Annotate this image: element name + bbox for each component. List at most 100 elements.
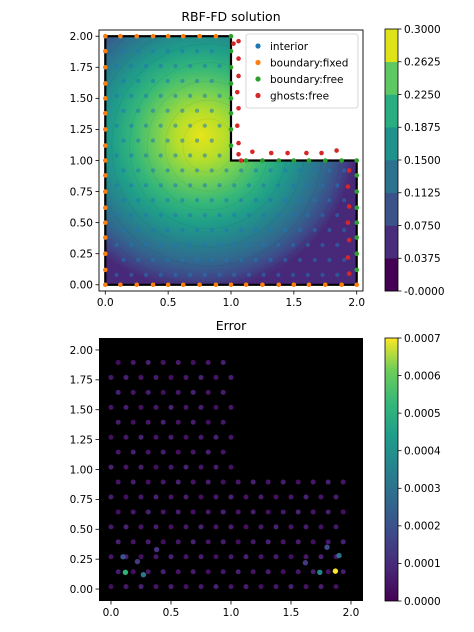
interior-point <box>143 93 149 98</box>
error-point <box>130 479 136 485</box>
error-point <box>183 434 189 440</box>
boundary-free-point <box>354 235 360 240</box>
solution-legend: interior boundary:fixed boundary:free ghost… <box>245 33 359 109</box>
interior-point <box>114 242 119 248</box>
interior-point <box>129 153 134 158</box>
interior-point <box>209 138 214 143</box>
error-point <box>115 539 121 545</box>
y-tick-label: 1.50 <box>70 405 93 417</box>
interior-point <box>253 257 258 263</box>
boundary-fixed-point <box>102 205 108 211</box>
interior-point <box>188 123 193 128</box>
boundary-free-point <box>306 158 312 163</box>
solution-panel: RBF-FD solution 0.0 0.5 1.0 1.5 2.0 0.00 0.25… <box>70 9 445 309</box>
interior-point <box>320 213 325 218</box>
interior-point <box>173 242 178 248</box>
error-point <box>198 464 204 470</box>
boundary-fixed-point <box>276 282 282 288</box>
colorbar-tick-label: 0.1125 <box>404 188 441 200</box>
interior-point <box>173 63 178 69</box>
boundary-fixed-point <box>339 282 344 288</box>
y-tick-label: 1.75 <box>70 62 93 74</box>
error-point <box>280 479 286 485</box>
boundary-fixed-point <box>150 282 156 288</box>
interior-point <box>276 272 281 277</box>
y-tick-label: 0.75 <box>70 186 93 198</box>
error-point <box>340 569 346 575</box>
interior-point <box>173 213 178 218</box>
boundary-fixed-point <box>102 173 108 178</box>
error-point <box>190 539 196 545</box>
error-point <box>265 509 271 515</box>
interior-point <box>173 123 178 128</box>
error-point <box>303 584 309 590</box>
y-tick-label: 0.00 <box>70 280 93 292</box>
interior-point <box>114 272 119 277</box>
interior-point <box>209 228 214 233</box>
error-point <box>160 539 166 545</box>
interior-point <box>165 168 170 173</box>
boundary-free-point <box>243 158 249 163</box>
legend-label: interior <box>270 41 309 53</box>
error-point <box>138 584 144 590</box>
error-point <box>220 479 226 485</box>
error-point <box>265 569 271 575</box>
interior-point <box>136 168 141 173</box>
error-point <box>175 449 181 455</box>
error-point <box>168 554 174 560</box>
error-point <box>190 509 196 515</box>
error-point <box>145 389 151 395</box>
boundary-fixed-point <box>150 33 156 39</box>
interior-point <box>143 272 149 277</box>
error-point <box>168 404 174 410</box>
error-point <box>183 464 189 470</box>
boundary-free-point <box>354 158 360 163</box>
error-point <box>175 360 181 366</box>
interior-point <box>158 242 163 248</box>
boundary-free-point <box>228 48 234 54</box>
error-point <box>108 434 114 440</box>
solution-title: RBF-FD solution <box>181 9 280 24</box>
x-tick-label: 1.0 <box>223 297 240 309</box>
interior-point <box>165 198 170 203</box>
interior-point <box>342 168 347 173</box>
interior-point <box>217 183 222 188</box>
ghosts-free-point <box>236 140 241 146</box>
boundary-free-point <box>228 110 234 116</box>
error-point <box>325 539 331 545</box>
interior-point <box>246 183 252 188</box>
interior-point <box>150 228 156 233</box>
interior-point <box>158 153 163 158</box>
ghosts-free-point <box>346 168 352 173</box>
colorbar-tick-label: 0.0001 <box>404 558 441 570</box>
error-point <box>325 509 331 515</box>
error-point <box>318 494 324 500</box>
error-point-high <box>122 569 129 576</box>
error-point <box>153 584 159 590</box>
error-point <box>228 584 234 590</box>
interior-point <box>194 198 200 203</box>
interior-point <box>114 153 119 158</box>
error-point <box>123 434 129 440</box>
interior-point <box>188 93 193 98</box>
interior-point <box>224 228 229 233</box>
error-point <box>175 539 181 545</box>
interior-point <box>217 272 222 277</box>
error-point-high <box>302 560 309 566</box>
error-point <box>190 479 196 485</box>
error-point <box>145 479 151 485</box>
error-point <box>115 569 121 575</box>
interior-point <box>312 168 317 173</box>
error-point <box>303 494 309 500</box>
y-tick-label: 0.00 <box>70 584 93 596</box>
boundary-fixed-point <box>102 220 108 225</box>
interior-point <box>283 198 288 203</box>
error-point <box>235 509 241 515</box>
error-point <box>205 539 211 545</box>
interior-point <box>143 183 149 188</box>
legend-box <box>245 33 359 109</box>
interior-point <box>114 63 119 69</box>
interior-point <box>150 198 156 203</box>
boundary-fixed-point <box>354 282 360 288</box>
ghosts-free-point <box>346 204 352 209</box>
